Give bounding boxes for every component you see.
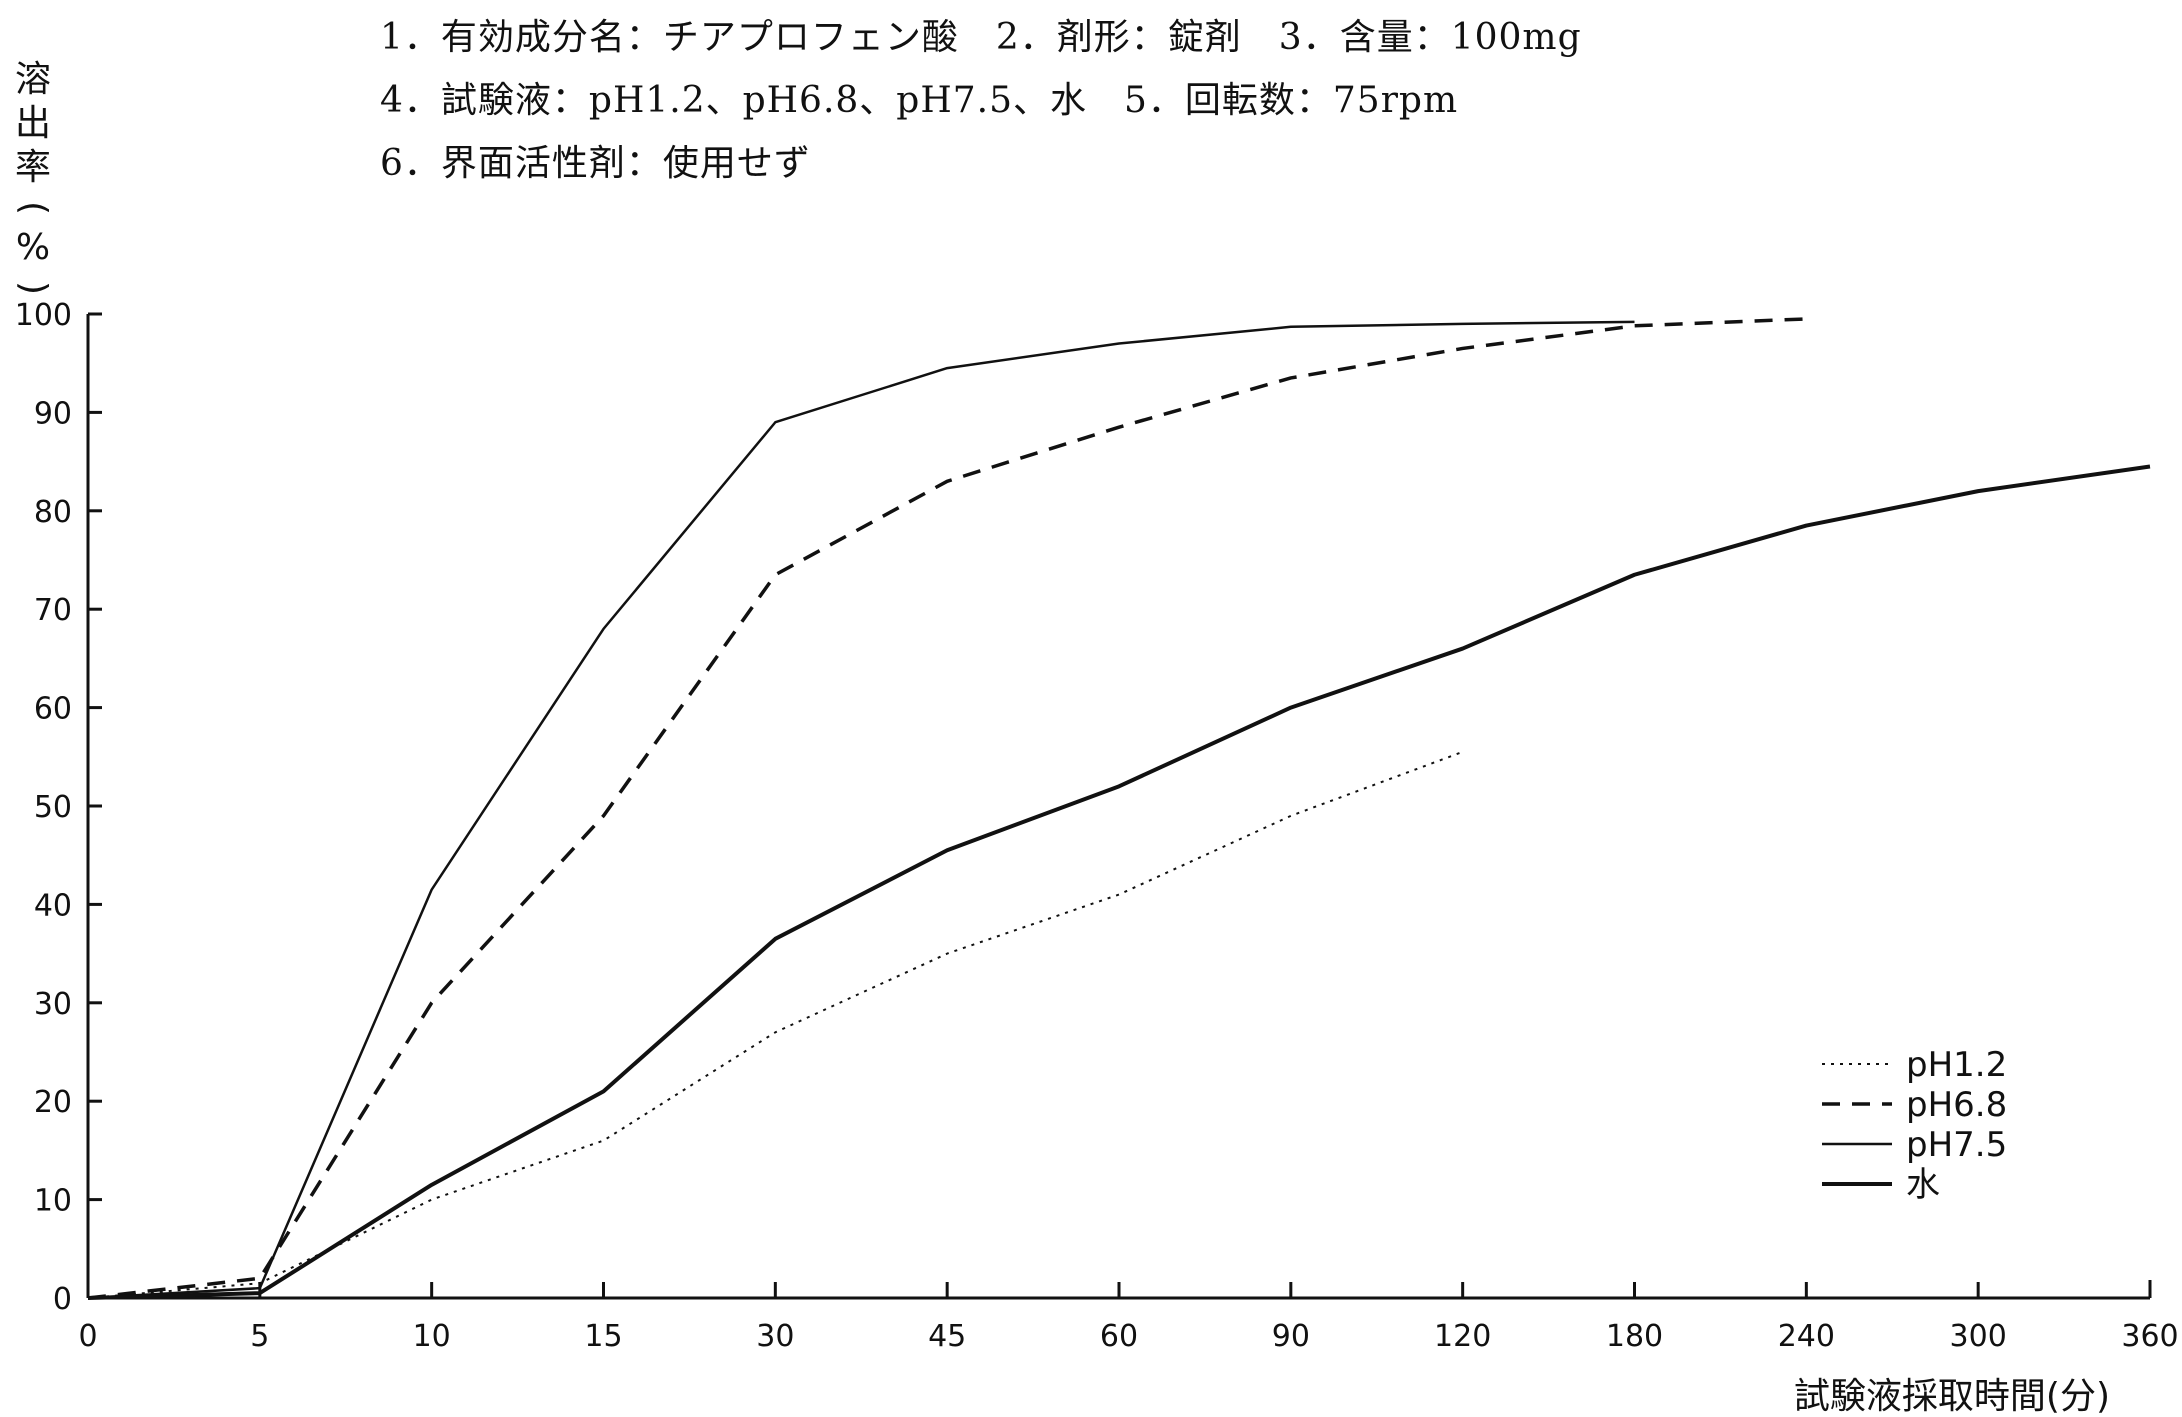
legend-label: 水 — [1906, 1165, 1940, 1205]
chart-header: 1．有効成分名：チアプロフェン酸 2．剤形：錠剤 3．含量：100mg 4．試験… — [380, 6, 1582, 195]
y-axis-label-char: % — [15, 227, 51, 268]
x-tick-label: 240 — [1778, 1319, 1835, 1354]
header-line-2: 4．試験液：pH1.2、pH6.8、pH7.5、水 5．回転数：75rpm — [380, 80, 1459, 121]
series-line-3 — [87, 320, 1635, 1300]
x-tick-label: 300 — [1950, 1319, 2007, 1354]
y-tick-label: 10 — [34, 1184, 72, 1219]
x-tick-label: 5 — [250, 1319, 269, 1354]
x-tick-label: 360 — [2121, 1319, 2178, 1354]
y-axis-label: 溶出率(%) — [8, 58, 58, 306]
y-axis-label-char: 率 — [14, 147, 51, 188]
x-tick-label: 30 — [756, 1319, 794, 1354]
y-tick-label: 30 — [34, 987, 72, 1022]
x-tick-label: 0 — [78, 1319, 97, 1354]
legend-label: pH7.5 — [1906, 1125, 2007, 1165]
x-tick-label: 90 — [1272, 1319, 1310, 1354]
x-tick-label: 10 — [413, 1319, 451, 1354]
y-tick-label: 100 — [15, 298, 72, 333]
x-tick-label: 60 — [1100, 1319, 1138, 1354]
y-axis-label-char: 溶 — [14, 59, 51, 100]
series-line-1 — [87, 750, 1464, 1299]
header-line-3: 6．界面活性剤：使用せず — [380, 143, 811, 184]
header-line-1: 1．有効成分名：チアプロフェン酸 2．剤形：錠剤 3．含量：100mg — [380, 17, 1582, 58]
y-tick-label: 20 — [34, 1085, 72, 1120]
x-tick-label: 15 — [584, 1319, 622, 1354]
series-lines — [87, 317, 2151, 1300]
series-line-2 — [87, 317, 1807, 1300]
axes: 0 10 20 30 40 50 60 70 80 90 100 0 5 10 15 30 45 60 90 120 1… — [15, 298, 2179, 1417]
series-line-4 — [87, 464, 2151, 1300]
y-tick-label: 70 — [34, 593, 72, 628]
y-tick-label: 80 — [34, 495, 72, 530]
x-axis-label: 試験液採取時間(分) — [1794, 1376, 2110, 1417]
y-tick-label: 60 — [34, 692, 72, 727]
x-tick-label: 120 — [1434, 1319, 1491, 1354]
y-axis-label-char: 出 — [14, 103, 51, 144]
y-tick-label: 50 — [34, 790, 72, 825]
y-tick-label: 40 — [34, 888, 72, 923]
legend-label: pH1.2 — [1906, 1045, 2007, 1085]
y-tick-label: 90 — [34, 396, 72, 431]
x-tick-label: 180 — [1606, 1319, 1663, 1354]
y-tick-label: 0 — [53, 1282, 72, 1317]
x-tick-label: 45 — [928, 1319, 966, 1354]
legend-label: pH6.8 — [1906, 1085, 2007, 1125]
